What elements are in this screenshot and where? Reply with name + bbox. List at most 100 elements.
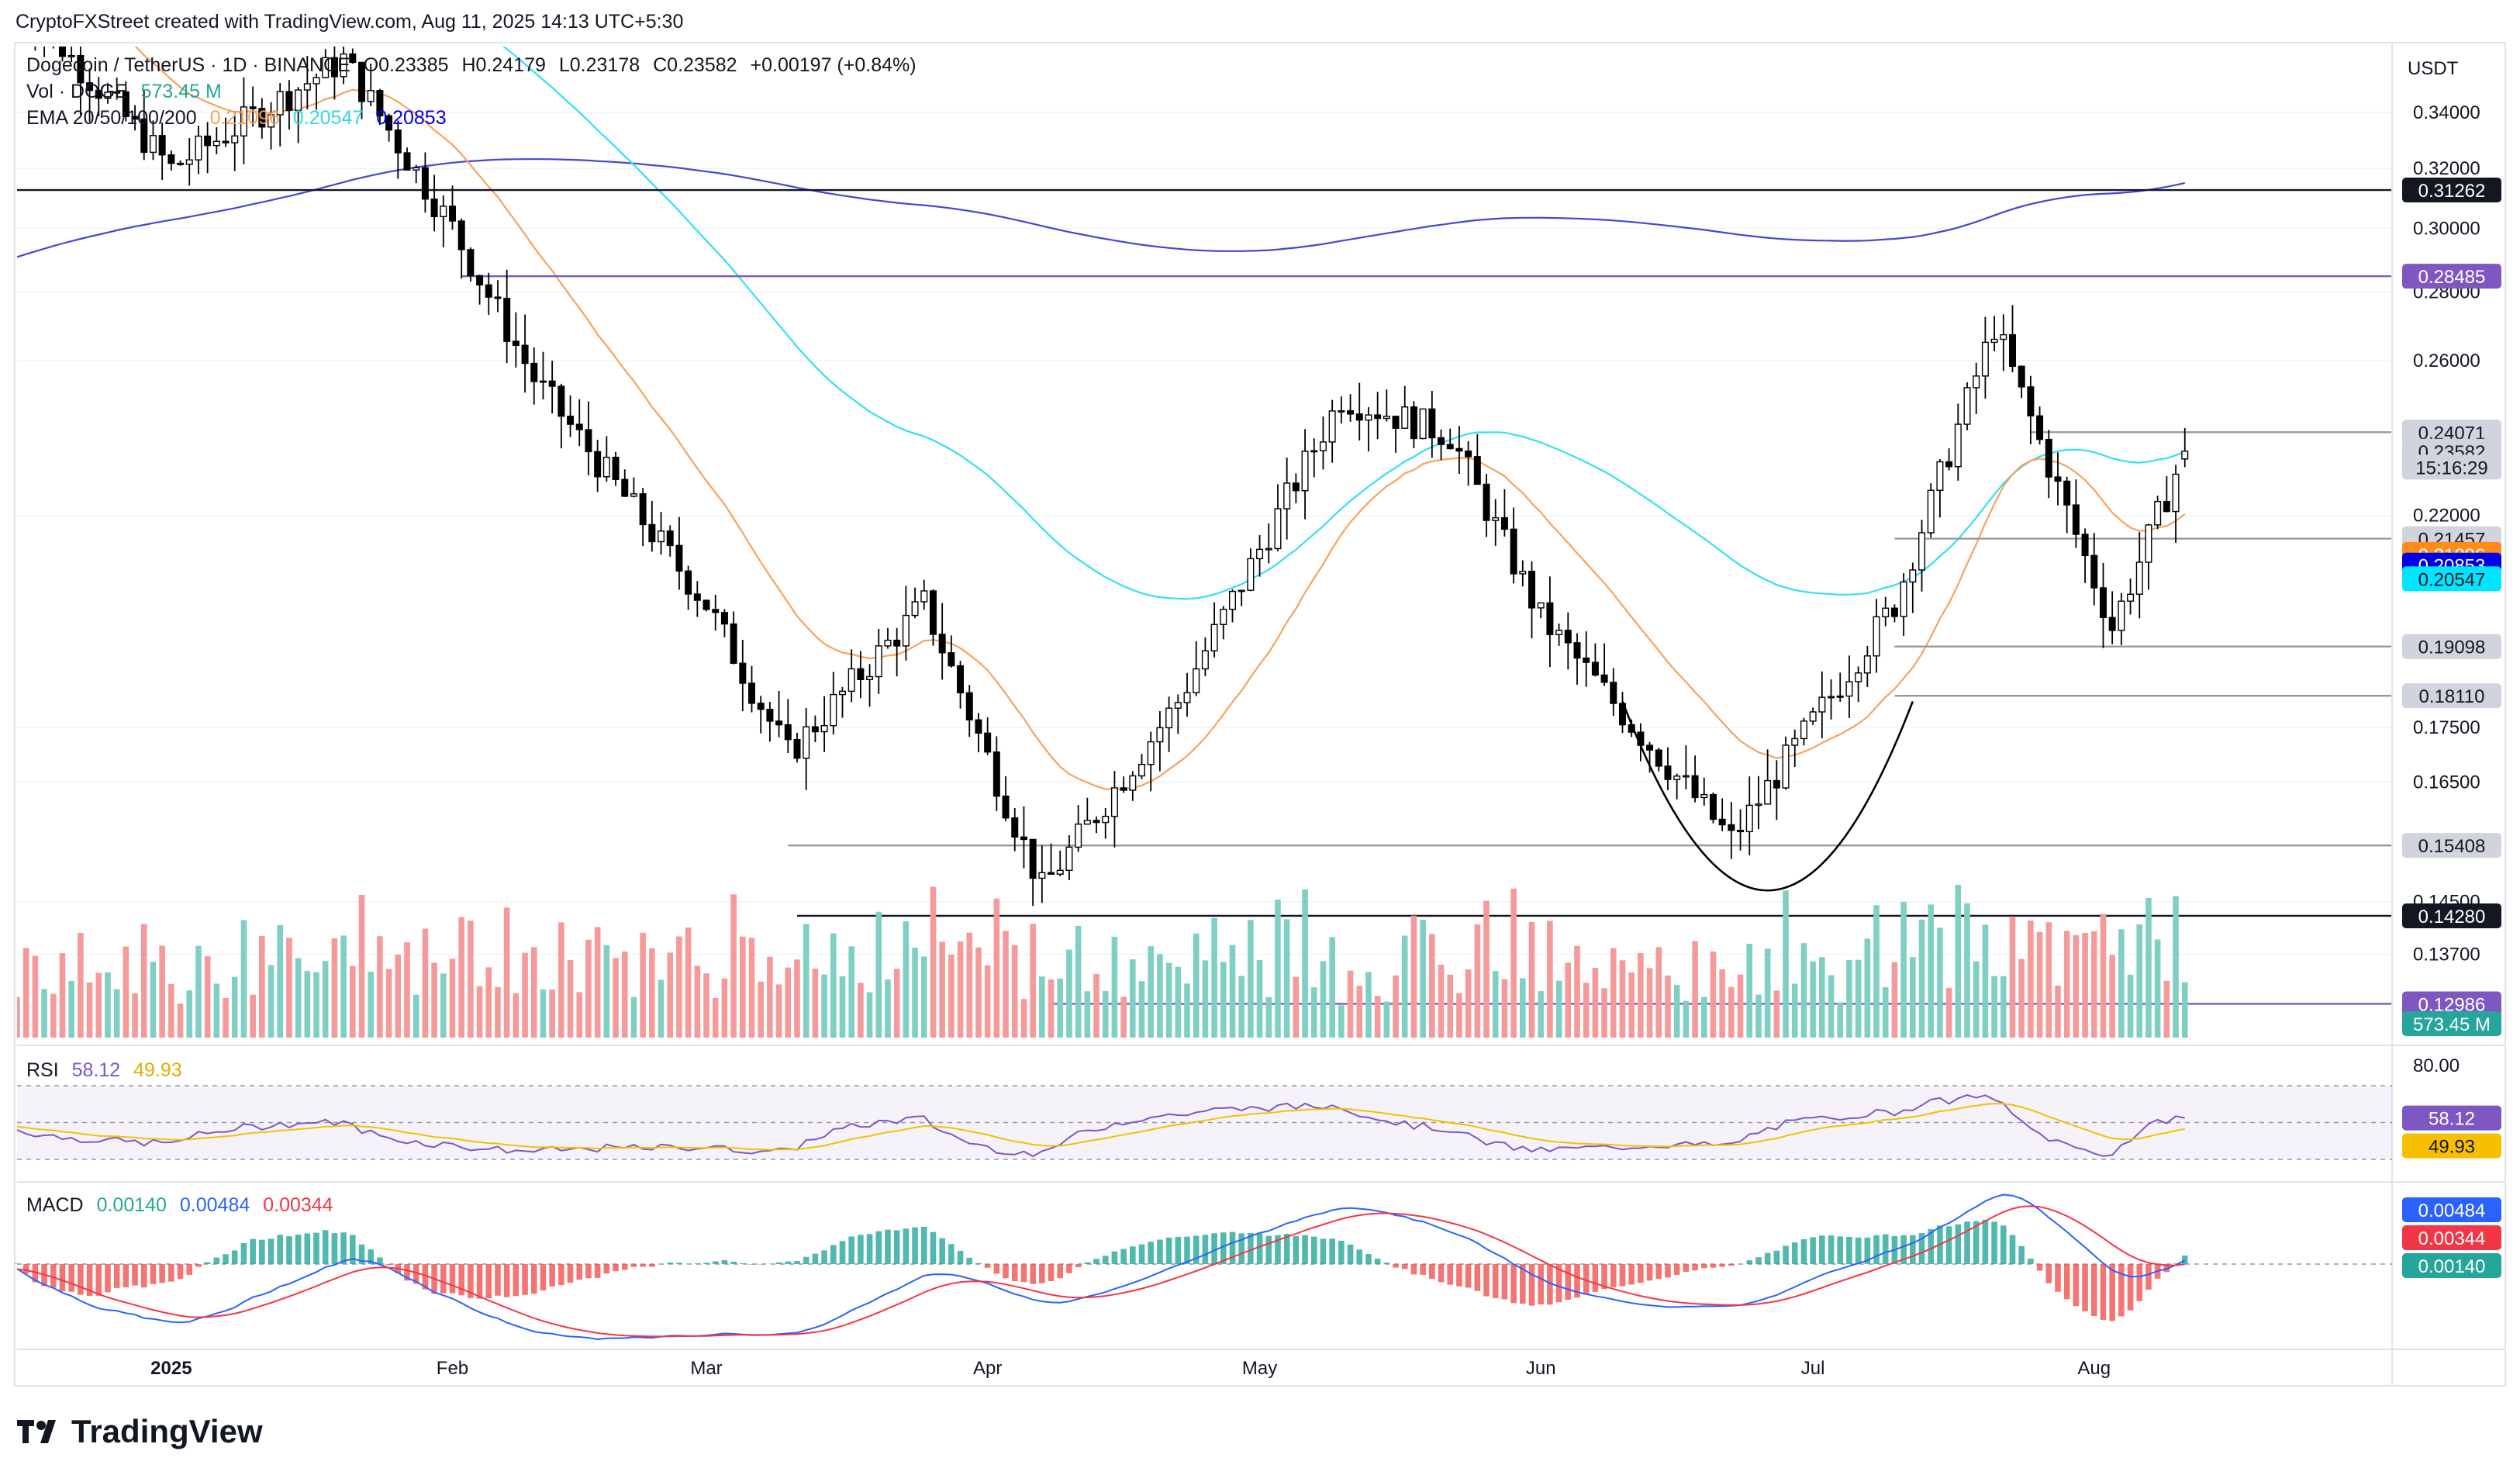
candle-body [295, 89, 302, 111]
candle-body [666, 530, 674, 547]
candle-body [658, 530, 665, 543]
candle-body [1492, 516, 1500, 521]
price-axis-tick: 0.13700 [2413, 945, 2480, 965]
price-axis-tick: 0.17500 [2413, 717, 2480, 738]
volume-bar [1683, 1000, 1690, 1038]
macd-histogram-bar [1583, 1264, 1590, 1295]
macd-histogram-bar [1710, 1264, 1717, 1268]
macd-histogram-bar [1764, 1252, 1771, 1264]
volume-bar [2000, 976, 2007, 1038]
macd-histogram-bar [1646, 1264, 1653, 1281]
volume-bar [259, 936, 265, 1038]
macd-histogram-bar [1683, 1264, 1690, 1272]
candle-body [639, 493, 647, 526]
tradingview-watermark[interactable]: TradingView [17, 1413, 263, 1450]
candle-body [249, 106, 257, 109]
candle-body [231, 135, 239, 143]
macd-histogram-bar [14, 1263, 20, 1264]
macd-histogram-bar [885, 1229, 891, 1264]
macd-histogram-bar [630, 1264, 637, 1267]
candle-body [602, 456, 610, 478]
candle-body [575, 423, 583, 430]
candle-body [2008, 333, 2016, 368]
macd-histogram-bar [1356, 1249, 1363, 1264]
candle-body [1338, 410, 1345, 413]
macd-histogram-bar [1783, 1245, 1789, 1264]
macd-histogram-bar [1310, 1236, 1317, 1264]
volume-bar [667, 952, 674, 1038]
candle-body [1048, 872, 1055, 875]
volume-bar [640, 932, 646, 1038]
macd-histogram-bar [1465, 1264, 1472, 1288]
volume-bar [939, 941, 945, 1038]
volume-bar [1791, 983, 1798, 1038]
macd-histogram-bar [794, 1261, 800, 1264]
candle-body [1764, 779, 1772, 805]
volume-bar [1039, 976, 1045, 1038]
volume-bar [848, 946, 854, 1038]
macd-histogram-bar [150, 1264, 157, 1284]
volume-bar [1520, 978, 1526, 1038]
volume-bar [2181, 982, 2188, 1038]
macd-histogram-bar [1864, 1237, 1871, 1264]
volume-bar [1356, 986, 1363, 1038]
volume-bar [758, 981, 765, 1038]
volume-bar [567, 960, 574, 1038]
volume-bar [767, 956, 773, 1038]
candle-body [240, 106, 247, 136]
volume-bar [1918, 919, 1925, 1038]
macd-histogram-bar [1755, 1257, 1762, 1264]
candle-body [884, 639, 892, 647]
volume-bar [1401, 935, 1408, 1038]
volume-bar [1483, 900, 1490, 1038]
macd-histogram-bar [1283, 1233, 1290, 1264]
macd-histogram-bar [1211, 1233, 1217, 1264]
volume-bar [740, 936, 746, 1038]
candle-body [1863, 655, 1871, 674]
volume-bar [468, 921, 474, 1038]
legend-high: H0.24179 [461, 54, 546, 76]
macd-histogram-bar [513, 1264, 520, 1297]
macd-histogram-bar [1048, 1264, 1055, 1282]
time-axis-label: May [1242, 1358, 1277, 1379]
macd-histogram-bar [1828, 1235, 1835, 1264]
volume-bar [2145, 897, 2152, 1038]
candle-body [222, 140, 230, 143]
candle-body [893, 639, 901, 647]
candle-body [330, 57, 338, 78]
candle-body [1011, 817, 1019, 838]
candle-body [803, 726, 810, 759]
volume-bar [1773, 990, 1780, 1038]
volume-bar [2018, 959, 2025, 1038]
candle-body [1193, 668, 1200, 693]
candle-body [1927, 489, 1935, 534]
candle-body [1138, 764, 1146, 777]
candle-body [104, 92, 112, 99]
volume-bar [885, 979, 891, 1038]
macd-histogram-bar [195, 1264, 202, 1267]
volume-bar [730, 894, 737, 1038]
volume-bar [866, 992, 873, 1038]
volume-bar [2073, 934, 2080, 1038]
candle-body [312, 77, 320, 85]
candle-body [1637, 731, 1645, 746]
volume-bar [422, 928, 429, 1038]
macd-histogram-bar [621, 1264, 628, 1270]
volume-bar [59, 953, 66, 1038]
candle-body [1981, 341, 1989, 377]
macd-histogram-bar [1547, 1264, 1553, 1305]
candle-body [212, 140, 220, 147]
legend-volume-value: 573.45 M [140, 81, 222, 102]
candle-body [385, 115, 393, 131]
volume-bar [658, 979, 665, 1038]
candle-body [113, 91, 121, 94]
macd-histogram-bar [186, 1264, 193, 1275]
macd-histogram-bar [957, 1250, 964, 1264]
macd-histogram-bar [2181, 1255, 2188, 1264]
candle-body [268, 114, 275, 128]
macd-histogram-bar [2082, 1264, 2088, 1311]
volume-bar [2055, 985, 2061, 1038]
candle-body [1573, 642, 1581, 659]
price-axis-tick: 0.30000 [2413, 218, 2480, 239]
